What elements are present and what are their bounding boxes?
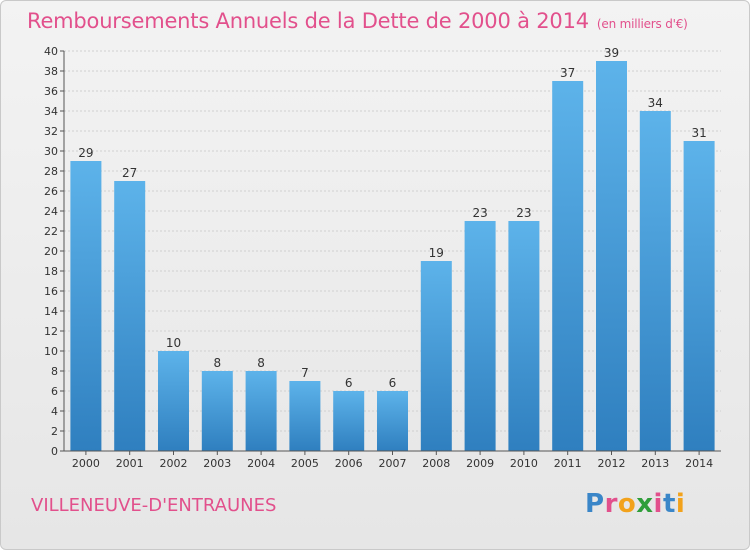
y-tick-label: 18 bbox=[44, 265, 58, 278]
bar-2009 bbox=[464, 221, 496, 451]
x-tick-label: 2004 bbox=[247, 457, 275, 470]
y-tick-label: 12 bbox=[44, 325, 58, 338]
x-tick-label: 2001 bbox=[116, 457, 144, 470]
x-tick-label: 2009 bbox=[466, 457, 494, 470]
y-tick-label: 4 bbox=[51, 405, 58, 418]
data-label: 6 bbox=[345, 376, 353, 390]
logo-letter: o bbox=[617, 489, 637, 519]
data-label: 23 bbox=[472, 206, 487, 220]
bar-2011 bbox=[552, 81, 584, 451]
y-tick-label: 22 bbox=[44, 225, 58, 238]
logo-letter: r bbox=[604, 489, 618, 519]
y-tick-label: 14 bbox=[44, 305, 58, 318]
data-label: 8 bbox=[213, 356, 221, 370]
bar-2013 bbox=[639, 111, 671, 451]
y-tick-label: 24 bbox=[44, 205, 58, 218]
x-tick-label: 2012 bbox=[598, 457, 626, 470]
data-label: 6 bbox=[389, 376, 397, 390]
data-label: 27 bbox=[122, 166, 137, 180]
chart-title: Remboursements Annuels de la Dette de 20… bbox=[27, 9, 688, 33]
logo-letter: t bbox=[662, 489, 676, 519]
bar-2005 bbox=[289, 381, 321, 451]
chart-title-text: Remboursements Annuels de la Dette de 20… bbox=[27, 9, 589, 33]
x-tick-label: 2000 bbox=[72, 457, 100, 470]
bar-2014 bbox=[683, 141, 715, 451]
bar-2001 bbox=[114, 181, 146, 451]
x-tick-label: 2002 bbox=[160, 457, 188, 470]
x-tick-label: 2003 bbox=[203, 457, 231, 470]
bar-2006 bbox=[333, 391, 365, 451]
x-tick-label: 2013 bbox=[641, 457, 669, 470]
y-tick-label: 28 bbox=[44, 165, 58, 178]
bar-2003 bbox=[201, 371, 233, 451]
y-tick-label: 10 bbox=[44, 345, 58, 358]
y-tick-label: 8 bbox=[51, 365, 58, 378]
x-tick-label: 2014 bbox=[685, 457, 713, 470]
logo-letter: i bbox=[675, 489, 686, 519]
x-tick-label: 2005 bbox=[291, 457, 319, 470]
y-tick-label: 16 bbox=[44, 285, 58, 298]
y-tick-label: 20 bbox=[44, 245, 58, 258]
x-tick-label: 2011 bbox=[554, 457, 582, 470]
x-tick-label: 2006 bbox=[335, 457, 363, 470]
y-tick-label: 32 bbox=[44, 125, 58, 138]
y-tick-label: 6 bbox=[51, 385, 58, 398]
x-tick-label: 2010 bbox=[510, 457, 538, 470]
bar-2010 bbox=[508, 221, 540, 451]
data-label: 37 bbox=[560, 66, 575, 80]
logo-letter: i bbox=[653, 489, 663, 519]
x-tick-label: 2007 bbox=[379, 457, 407, 470]
data-label: 10 bbox=[166, 336, 181, 350]
y-tick-label: 0 bbox=[51, 445, 58, 458]
data-label: 8 bbox=[257, 356, 265, 370]
bar-2002 bbox=[158, 351, 189, 451]
bar-2008 bbox=[420, 261, 452, 451]
logo-letter: x bbox=[636, 489, 654, 519]
data-label: 7 bbox=[301, 366, 309, 380]
y-tick-label: 38 bbox=[44, 65, 58, 78]
chart-title-unit: (en milliers d'€) bbox=[596, 17, 688, 31]
y-tick-label: 30 bbox=[44, 145, 58, 158]
logo-letter: P bbox=[585, 489, 605, 519]
data-label: 23 bbox=[516, 206, 531, 220]
y-tick-label: 36 bbox=[44, 85, 58, 98]
proxiti-logo: Proxiti bbox=[585, 489, 685, 519]
bar-2007 bbox=[377, 391, 408, 451]
data-label: 34 bbox=[648, 96, 663, 110]
x-tick-label: 2008 bbox=[422, 457, 450, 470]
y-tick-label: 40 bbox=[44, 45, 58, 58]
bar-2004 bbox=[245, 371, 277, 451]
bar-2012 bbox=[596, 61, 627, 451]
y-tick-label: 2 bbox=[51, 425, 58, 438]
bar-2000 bbox=[70, 161, 102, 451]
data-label: 31 bbox=[691, 126, 706, 140]
data-label: 19 bbox=[429, 246, 444, 260]
data-label: 39 bbox=[604, 46, 619, 60]
city-name: VILLENEUVE-D'ENTRAUNES bbox=[31, 495, 277, 516]
y-tick-label: 26 bbox=[44, 185, 58, 198]
y-tick-label: 34 bbox=[44, 105, 58, 118]
data-label: 29 bbox=[78, 146, 93, 160]
